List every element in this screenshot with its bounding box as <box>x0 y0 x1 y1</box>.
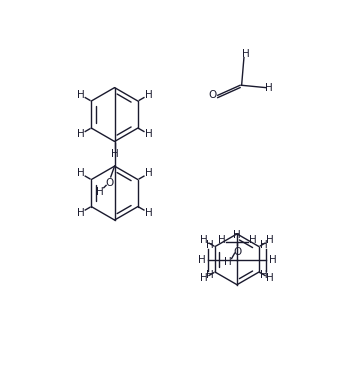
Text: H: H <box>77 169 85 178</box>
Text: H: H <box>206 270 214 280</box>
Text: H: H <box>77 129 85 139</box>
Text: H: H <box>145 129 152 139</box>
Text: H: H <box>77 208 85 218</box>
Text: H: H <box>145 208 152 218</box>
Text: O: O <box>233 247 241 257</box>
Text: H: H <box>145 90 152 100</box>
Text: H: H <box>269 255 276 265</box>
Text: H: H <box>201 235 208 245</box>
Text: H: H <box>260 270 268 280</box>
Text: O: O <box>208 90 216 100</box>
Text: H: H <box>145 169 152 178</box>
Text: H: H <box>96 187 104 196</box>
Text: H: H <box>218 235 225 245</box>
Text: H: H <box>266 273 274 283</box>
Text: H: H <box>266 235 274 245</box>
Text: H: H <box>248 235 256 245</box>
Text: H: H <box>242 49 249 60</box>
Text: H: H <box>201 273 208 283</box>
Text: H: H <box>233 230 241 241</box>
Text: H: H <box>224 257 232 267</box>
Text: H: H <box>206 240 214 250</box>
Text: H: H <box>111 149 118 159</box>
Text: H: H <box>77 90 85 100</box>
Text: H: H <box>260 240 268 250</box>
Text: H: H <box>198 255 206 265</box>
Text: H: H <box>266 83 273 93</box>
Text: O: O <box>106 178 114 188</box>
